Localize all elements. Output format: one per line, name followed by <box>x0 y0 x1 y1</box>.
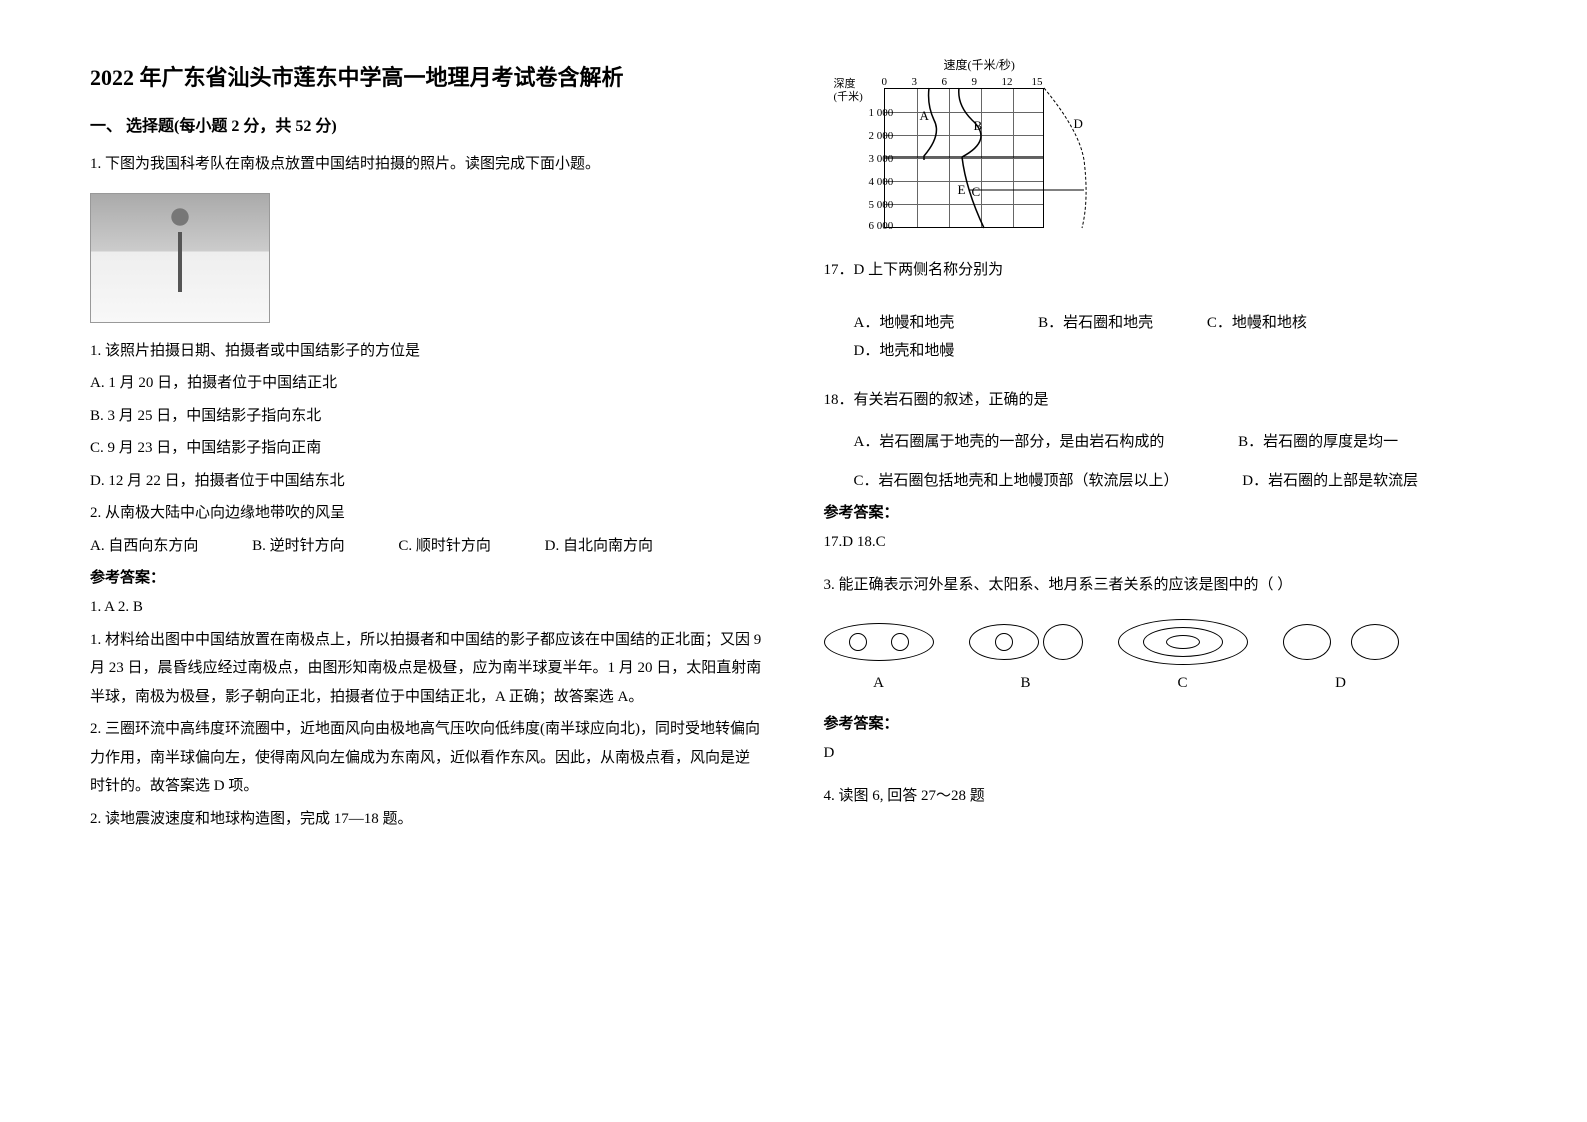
q1-sub2-d: D. 自北向南方向 <box>545 532 653 561</box>
q1-option-c: C. 9 月 23 日，中国结影子指向正南 <box>90 434 764 463</box>
x-tick-1: 3 <box>912 76 918 88</box>
q17-options: A．地幔和地壳 B．岩石圈和地壳 C．地幔和地核 D．地壳和地幔 <box>824 309 1498 366</box>
label-d: D <box>1074 116 1083 132</box>
section-heading: 一、 选择题(每小题 2 分，共 52 分) <box>90 112 764 136</box>
q17-c: C．地幔和地核 <box>1207 309 1307 338</box>
q18: 18．有关岩石圈的叙述，正确的是 <box>824 386 1498 415</box>
diag-b: B <box>969 617 1083 692</box>
y-tick-1: 2 000 <box>869 130 894 142</box>
answer-label-1: 参考答案： <box>90 566 764 587</box>
q2-intro: 2. 读地震波速度和地球构造图，完成 17—18 题。 <box>90 805 764 834</box>
right-column: 速度(千米/秒) 深度 (千米) 0 3 6 9 12 15 1 000 2 0… <box>824 60 1498 1062</box>
q18-row1: A．岩石圈属于地壳的一部分，是由岩石构成的 B．岩石圈的厚度是均一 <box>824 428 1498 457</box>
q17: 17．D 上下两侧名称分别为 <box>824 256 1498 285</box>
q1-sub2-c: C. 顺时针方向 <box>398 532 491 561</box>
q18-a: A．岩石圈属于地壳的一部分，是由岩石构成的 <box>854 428 1165 457</box>
y-tick-2: 3 000 <box>869 153 894 165</box>
q18-c: C．岩石圈包括地壳和上地幔顶部（软流层以上） <box>854 467 1179 496</box>
q1-sub1: 1. 该照片拍摄日期、拍摄者或中国结影子的方位是 <box>90 337 764 366</box>
y-tick-4: 5 000 <box>869 199 894 211</box>
left-column: 2022 年广东省汕头市莲东中学高一地理月考试卷含解析 一、 选择题(每小题 2… <box>90 60 764 1062</box>
q17-a: A．地幔和地壳 <box>854 309 955 338</box>
q3: 3. 能正确表示河外星系、太阳系、地月系三者关系的应该是图中的（ ） <box>824 571 1498 600</box>
q1-option-a: A. 1 月 20 日，拍摄者位于中国结正北 <box>90 369 764 398</box>
q1-sub2-a: A. 自西向东方向 <box>90 532 198 561</box>
antarctica-photo <box>90 193 270 323</box>
q1-intro: 1. 下图为我国科考队在南极点放置中国结时拍摄的照片。读图完成下面小题。 <box>90 150 764 179</box>
q18-d: D．岩石圈的上部是软流层 <box>1242 467 1418 496</box>
seismic-left-label: 深度 (千米) <box>834 78 863 104</box>
q18-b: B．岩石圈的厚度是均一 <box>1238 428 1398 457</box>
q17-d: D．地壳和地幔 <box>854 337 955 366</box>
label-c: C <box>972 184 981 200</box>
label-b: B <box>974 118 983 134</box>
q1-explanation-1: 1. 材料给出图中中国结放置在南极点上，所以拍摄者和中国结的影子都应该在中国结的… <box>90 626 764 712</box>
q1-sub2-options: A. 自西向东方向 B. 逆时针方向 C. 顺时针方向 D. 自北向南方向 <box>90 532 764 561</box>
q1-sub2: 2. 从南极大陆中心向边缘地带吹的风呈 <box>90 499 764 528</box>
y-tick-0: 1 000 <box>869 107 894 119</box>
y-tick-3: 4 000 <box>869 176 894 188</box>
x-tick-5: 15 <box>1032 76 1043 88</box>
seismic-plot: 1 000 2 000 3 000 4 000 5 000 6 000 <box>884 88 1044 228</box>
q1-explanation-2: 2. 三圈环流中高纬度环流圈中，近地面风向由极地高气压吹向低纬度(南半球应向北)… <box>90 715 764 801</box>
x-tick-4: 12 <box>1002 76 1013 88</box>
x-tick-0: 0 <box>882 76 888 88</box>
answer-label-2: 参考答案： <box>824 501 1498 522</box>
q1-answer: 1. A 2. B <box>90 593 764 622</box>
q1-sub2-b: B. 逆时针方向 <box>252 532 345 561</box>
label-a: A <box>920 108 929 124</box>
x-tick-3: 9 <box>972 76 978 88</box>
diag-a: A <box>824 617 934 692</box>
seismic-chart: 速度(千米/秒) 深度 (千米) 0 3 6 9 12 15 1 000 2 0… <box>864 60 1124 240</box>
q4: 4. 读图 6, 回答 27～28 题 <box>824 782 1498 811</box>
q3-answer: D <box>824 739 1498 768</box>
diag-d: D <box>1283 617 1399 692</box>
q1-option-d: D. 12 月 22 日，拍摄者位于中国结东北 <box>90 467 764 496</box>
y-tick-5: 6 000 <box>869 220 894 232</box>
diag-c: C <box>1118 617 1248 692</box>
document-title: 2022 年广东省汕头市莲东中学高一地理月考试卷含解析 <box>90 60 764 92</box>
x-tick-2: 6 <box>942 76 948 88</box>
seismic-top-label: 速度(千米/秒) <box>944 56 1015 73</box>
q1718-answer: 17.D 18.C <box>824 528 1498 557</box>
q18-row2: C．岩石圈包括地壳和上地幔顶部（软流层以上） D．岩石圈的上部是软流层 <box>824 467 1498 496</box>
q17-b: B．岩石圈和地壳 <box>1038 309 1153 338</box>
answer-label-3: 参考答案： <box>824 712 1498 733</box>
label-e: E <box>958 182 966 198</box>
q1-option-b: B. 3 月 25 日，中国结影子指向东北 <box>90 402 764 431</box>
concentric-diagram: A B C D <box>824 617 1498 692</box>
